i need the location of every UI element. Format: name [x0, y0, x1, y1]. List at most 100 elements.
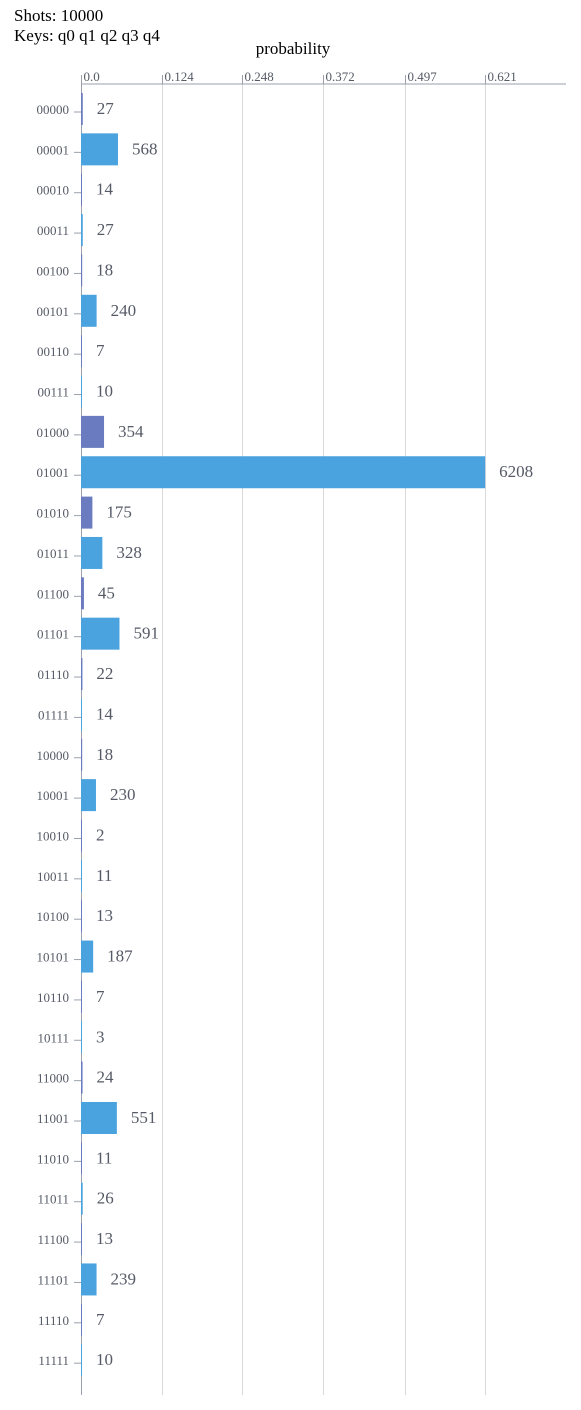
- category-label-11001: 11001: [37, 1111, 69, 1126]
- value-label-00111: 10: [96, 382, 113, 401]
- category-label-00111: 00111: [37, 385, 69, 400]
- category-label-00000: 00000: [37, 102, 70, 117]
- value-label-01001: 6208: [499, 462, 533, 481]
- value-label-00011: 27: [97, 220, 115, 239]
- value-label-11010: 11: [96, 1148, 112, 1167]
- value-label-10101: 187: [107, 947, 133, 966]
- value-label-11101: 239: [111, 1269, 136, 1288]
- category-label-11011: 11011: [37, 1192, 69, 1207]
- value-label-00110: 7: [96, 341, 105, 360]
- bar-11001: [81, 1102, 117, 1134]
- value-label-10111: 3: [96, 1027, 105, 1046]
- bar-00010: [81, 173, 82, 206]
- bar-11010: [81, 1142, 82, 1175]
- value-label-00100: 18: [96, 260, 113, 279]
- category-label-10101: 10101: [37, 950, 70, 965]
- category-label-00110: 00110: [37, 344, 69, 359]
- x-tick-label: 0.248: [245, 69, 274, 84]
- x-axis-title: probability: [255, 39, 331, 58]
- value-label-11001: 551: [131, 1108, 157, 1127]
- category-label-10010: 10010: [37, 828, 70, 843]
- category-label-01110: 01110: [37, 667, 69, 682]
- bar-11000: [81, 1061, 83, 1094]
- bar-10010: [81, 819, 82, 852]
- bar-10011: [81, 859, 82, 892]
- bar-11111: [81, 1344, 82, 1377]
- bar-01100: [81, 577, 84, 610]
- value-label-01100: 45: [98, 583, 115, 602]
- category-label-01100: 01100: [37, 586, 69, 601]
- bar-10101: [81, 940, 94, 973]
- bar-01001: [81, 456, 486, 489]
- category-label-10111: 10111: [37, 1030, 69, 1045]
- category-label-10000: 10000: [37, 748, 70, 763]
- category-label-01001: 01001: [37, 465, 70, 480]
- category-label-10011: 10011: [37, 869, 69, 884]
- value-label-01010: 175: [106, 503, 131, 522]
- category-label-11101: 11101: [37, 1272, 69, 1287]
- chart-header: Shots: 10000 Keys: q0 q1 q2 q3 q4: [14, 6, 160, 46]
- category-label-01010: 01010: [37, 506, 70, 521]
- bar-10001: [81, 779, 96, 812]
- value-label-01111: 14: [96, 704, 114, 723]
- value-label-11011: 26: [97, 1189, 114, 1208]
- category-label-00101: 00101: [37, 304, 70, 319]
- category-label-10001: 10001: [37, 788, 70, 803]
- category-label-01011: 01011: [37, 546, 69, 561]
- gridlines: [162, 84, 486, 1395]
- bar-00001: [81, 133, 118, 166]
- value-label-11110: 7: [96, 1310, 105, 1329]
- category-label-10110: 10110: [37, 990, 69, 1005]
- category-label-00011: 00011: [37, 223, 69, 238]
- bar-00100: [81, 254, 83, 287]
- x-tick-label: 0.621: [488, 69, 517, 84]
- value-label-01110: 22: [96, 664, 113, 683]
- bars: [81, 93, 486, 1377]
- value-label-00001: 568: [132, 139, 158, 158]
- value-label-11000: 24: [97, 1068, 115, 1087]
- category-label-00010: 00010: [37, 183, 70, 198]
- category-label-00001: 00001: [37, 142, 70, 157]
- bar-01010: [81, 496, 93, 529]
- shots-text: Shots: 10000: [14, 6, 104, 25]
- value-label-10110: 7: [96, 987, 105, 1006]
- bar-10100: [81, 900, 82, 933]
- value-label-00010: 14: [96, 180, 114, 199]
- keys-text: Keys: q0 q1 q2 q3 q4: [14, 26, 160, 45]
- category-label-01000: 01000: [37, 425, 70, 440]
- category-label-11111: 11111: [38, 1353, 69, 1368]
- category-label-01101: 01101: [37, 627, 69, 642]
- bar-01110: [81, 658, 83, 691]
- x-axis-title-wrap: probability: [0, 39, 581, 59]
- bar-01000: [81, 415, 105, 448]
- value-label-10010: 2: [96, 825, 105, 844]
- value-label-01101: 591: [133, 624, 159, 643]
- category-label-11000: 11000: [37, 1071, 69, 1086]
- bar-00110: [81, 335, 82, 368]
- bar-00011: [81, 214, 83, 247]
- value-label-11100: 13: [96, 1229, 113, 1248]
- category-label-11010: 11010: [37, 1151, 69, 1166]
- bar-00111: [81, 375, 82, 408]
- category-label-11110: 11110: [38, 1313, 69, 1328]
- value-label-10000: 18: [96, 745, 113, 764]
- bar-01111: [81, 698, 82, 731]
- value-label-01000: 354: [118, 422, 144, 441]
- value-label-00000: 27: [97, 99, 115, 118]
- category-label-11100: 11100: [37, 1232, 69, 1247]
- bar-01011: [81, 536, 103, 569]
- value-label-10100: 13: [96, 906, 113, 925]
- value-label-00101: 240: [111, 301, 137, 320]
- bar-01101: [81, 617, 120, 650]
- axes: [74, 75, 566, 1395]
- bar-11100: [81, 1223, 82, 1256]
- x-tick-label: 0.372: [326, 69, 355, 84]
- category-label-01111: 01111: [38, 707, 69, 722]
- value-label-01011: 328: [116, 543, 142, 562]
- x-tick-label: 0.124: [165, 69, 195, 84]
- value-label-11111: 10: [96, 1350, 113, 1369]
- bar-10110: [81, 980, 82, 1013]
- bar-11011: [81, 1182, 83, 1215]
